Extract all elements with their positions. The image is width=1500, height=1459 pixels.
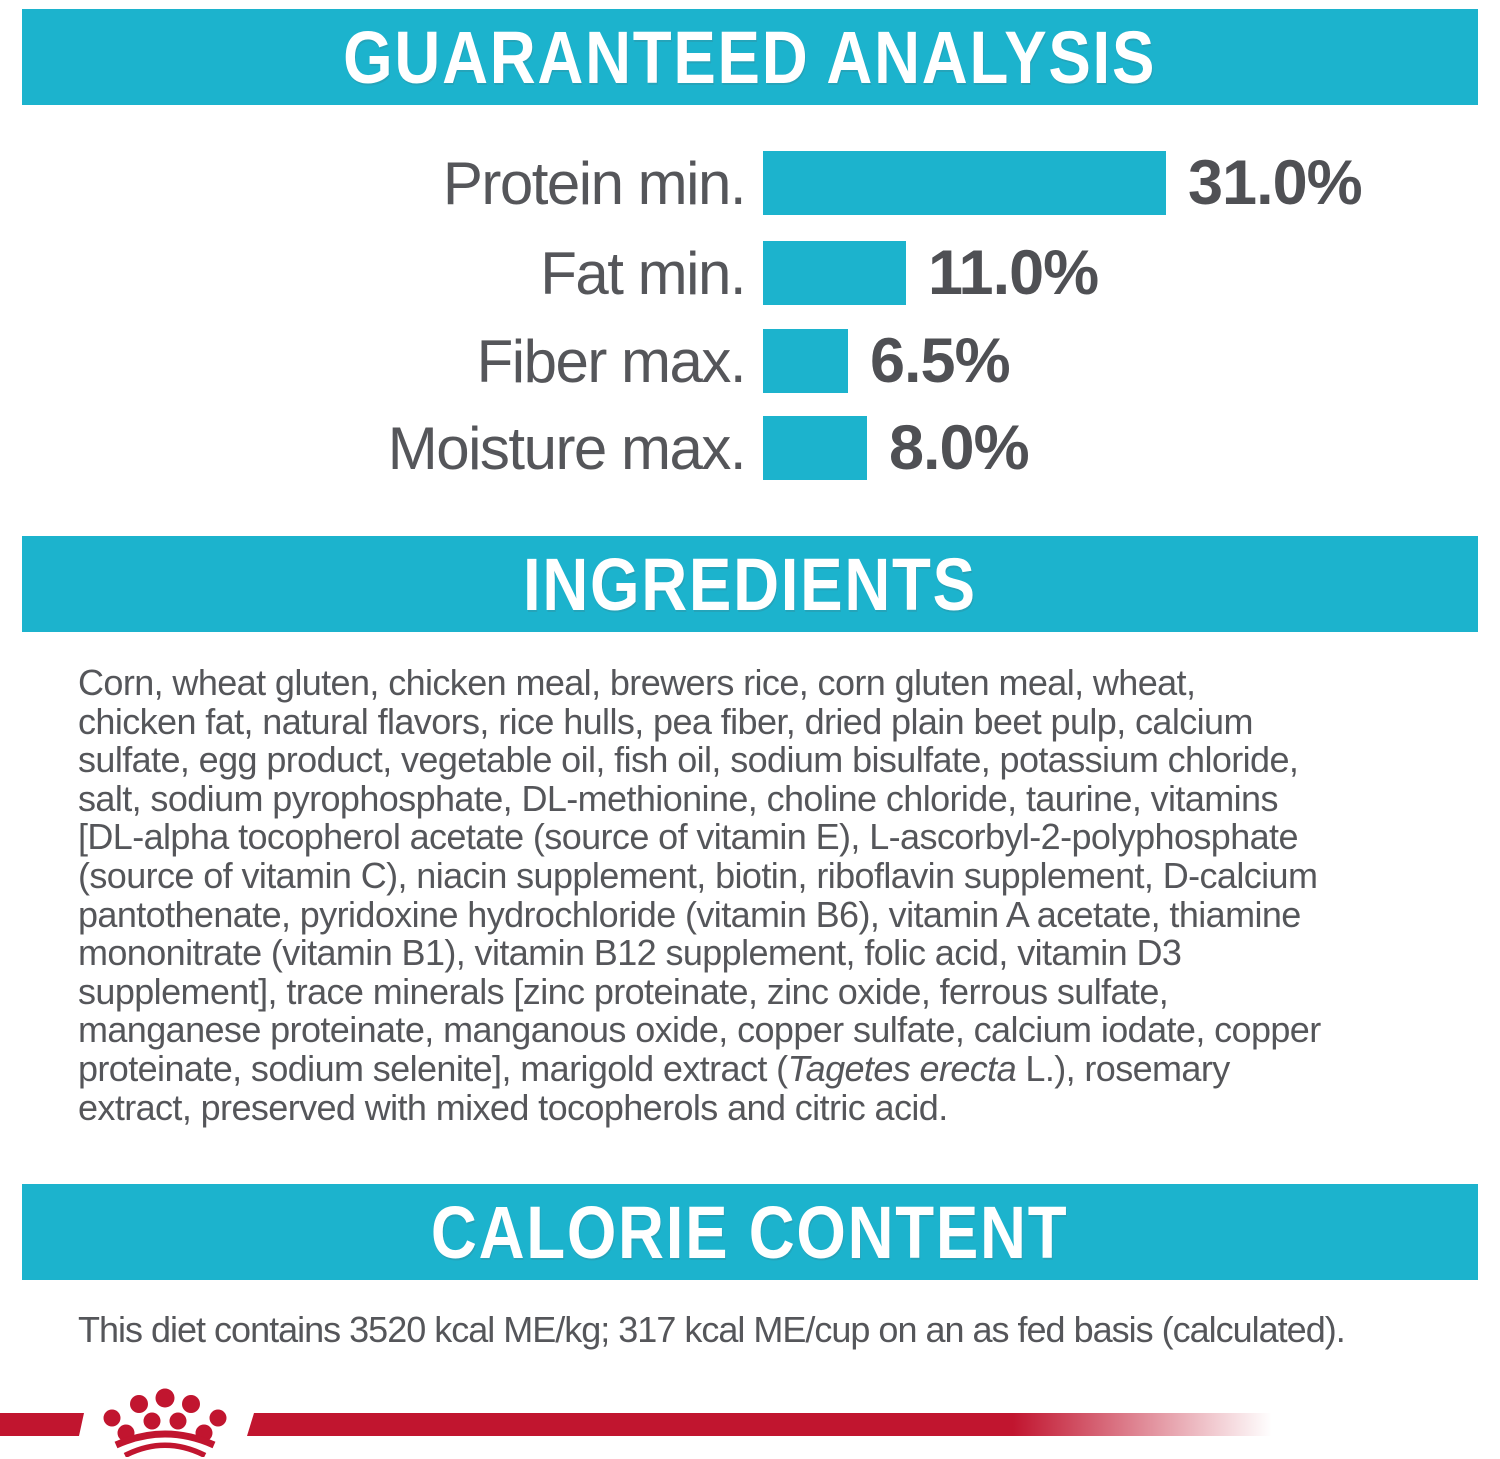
guaranteed-analysis-title: GUARANTEED ANALYSIS [343, 15, 1157, 99]
ingredients-paragraph: Corn, wheat gluten, chicken meal, brewer… [78, 662, 1460, 1128]
ingredient-line: pantothenate, pyridoxine hydrochloride (… [78, 893, 1301, 935]
calorie-content-band: CALORIE CONTENT [22, 1184, 1478, 1280]
chart-bar [763, 329, 848, 393]
chart-bar [763, 416, 867, 480]
ingredients-band: INGREDIENTS [22, 536, 1478, 632]
chart-row-label: Moisture max. [387, 414, 747, 482]
chart-bar [763, 241, 906, 305]
chart-value: 11.0% [928, 238, 1099, 308]
calorie-statement: This diet contains 3520 kcal ME/kg; 317 … [78, 1309, 1346, 1350]
chart-row: Fiber max. 6.5% [0, 326, 1500, 396]
ingredient-line: supplement], trace minerals [zinc protei… [78, 970, 1169, 1012]
calorie-content-title: CALORIE CONTENT [431, 1190, 1069, 1274]
ingredient-line-species: proteinate, sodium selenite], marigold e… [78, 1047, 1460, 1089]
ingredient-line: (source of vitamin C), niacin supplement… [78, 854, 1318, 896]
brand-stripe-left [0, 1413, 84, 1436]
chart-row-label: Fiber max. [476, 327, 747, 395]
guaranteed-analysis-band: GUARANTEED ANALYSIS [22, 9, 1478, 105]
ingredient-line: manganese proteinate, manganous oxide, c… [78, 1009, 1321, 1051]
ingredients-title: INGREDIENTS [523, 542, 977, 626]
chart-row: Moisture max. 8.0% [0, 413, 1500, 483]
species-pre: proteinate, sodium selenite], marigold e… [78, 1047, 788, 1089]
chart-row-label: Protein min. [442, 149, 747, 217]
ingredient-line: chicken fat, natural flavors, rice hulls… [78, 700, 1253, 742]
species-name-italic: Tagetes erecta [787, 1047, 1017, 1089]
chart-row: Protein min. 31.0% [0, 148, 1500, 218]
chart-value: 6.5% [870, 326, 1011, 396]
chart-row-label: Fat min. [540, 239, 746, 307]
ingredient-line: extract, preserved with mixed tocopherol… [78, 1086, 948, 1128]
chart-value: 8.0% [889, 413, 1030, 483]
royal-canin-crown-icon [103, 1388, 227, 1457]
ingredient-line: Corn, wheat gluten, chicken meal, brewer… [78, 662, 1196, 703]
chart-value: 31.0% [1188, 148, 1363, 218]
brand-stripe-right [247, 1413, 1282, 1436]
ingredient-line: sulfate, egg product, vegetable oil, fis… [78, 739, 1299, 781]
chart-bar [763, 151, 1166, 215]
chart-row: Fat min. 11.0% [0, 238, 1500, 308]
ingredient-line: [DL-alpha tocopherol acetate (source of … [78, 816, 1298, 858]
species-post: L.), rosemary [1016, 1047, 1230, 1089]
ingredient-line: mononitrate (vitamin B1), vitamin B12 su… [78, 932, 1182, 974]
ingredient-line: salt, sodium pyrophosphate, DL-methionin… [78, 777, 1278, 819]
